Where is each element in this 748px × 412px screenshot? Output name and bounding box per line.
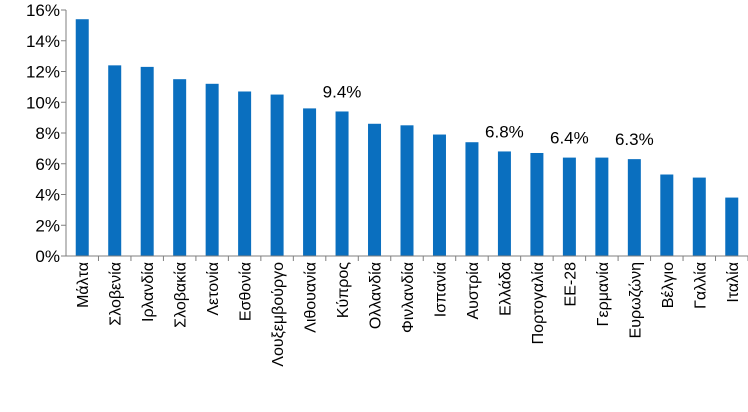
x-axis [66, 255, 748, 261]
category-label: Ολλανδία [368, 262, 385, 329]
y-tick-label: 16% [26, 1, 60, 20]
y-tick-label: 10% [26, 93, 60, 112]
y-tick-label: 12% [26, 63, 60, 82]
data-label: 6.4% [550, 129, 589, 148]
data-label: 9.4% [323, 82, 362, 101]
category-labels: Μάλτα Σλοβενία Ιρλανδία Σλοβακία Λετονία Εσθο… [75, 262, 742, 367]
bar [108, 65, 122, 256]
category-label: Μάλτα [75, 262, 92, 308]
category-label: Γερμανία [595, 262, 612, 326]
bar [238, 91, 252, 256]
data-label: 6.8% [485, 122, 524, 141]
bar [465, 142, 479, 256]
bar [270, 94, 284, 256]
category-label: Βέλγιο [660, 262, 677, 308]
bar [205, 83, 219, 256]
y-tick-label: 8% [35, 124, 60, 143]
category-label: Λετονία [205, 262, 222, 316]
category-label: Λιθουανία [303, 262, 320, 333]
bar [75, 19, 89, 256]
bar [562, 157, 576, 256]
category-label: Εσθονία [238, 262, 255, 321]
category-label: Αυστρία [465, 262, 482, 320]
category-label: Πορτογαλία [530, 262, 547, 344]
bar [303, 108, 317, 257]
bar [725, 197, 739, 256]
y-tick-label: 0% [35, 247, 60, 266]
bar [368, 123, 382, 257]
bar [400, 125, 414, 256]
category-label: Ιταλία [725, 262, 742, 303]
category-label: ΕΕ-28 [562, 262, 579, 307]
bar [497, 151, 511, 256]
bar [627, 159, 641, 256]
category-label: Κύπρος [335, 262, 352, 318]
data-label: 6.3% [615, 130, 654, 149]
y-axis: 0% 2% 4% 6% 8% 10% 12% 14% 16% [26, 1, 67, 266]
bar [432, 134, 446, 256]
y-tick-label: 2% [35, 216, 60, 235]
category-label: Ευρωζώνη [627, 262, 644, 338]
bar [530, 152, 544, 256]
category-label: Ισπανία [432, 262, 449, 317]
bar [335, 111, 349, 256]
category-label: Φινλανδία [400, 262, 417, 333]
bar [692, 177, 706, 256]
bars [75, 19, 739, 257]
y-tick-label: 6% [35, 155, 60, 174]
data-labels: 9.4% 6.8% 6.4% 6.3% [323, 82, 654, 149]
bar [660, 174, 674, 256]
category-label: Γαλλία [692, 262, 709, 309]
bar [173, 79, 187, 256]
y-tick-label: 14% [26, 32, 60, 51]
bar [595, 157, 609, 256]
category-label: Σλοβακία [173, 262, 190, 328]
category-label: Σλοβενία [108, 262, 125, 326]
y-tick-label: 4% [35, 186, 60, 205]
category-label: Λουξεμβούργο [270, 262, 287, 367]
bar [140, 66, 154, 256]
category-label: Ιρλανδία [140, 262, 157, 322]
category-label: Ελλάδα [497, 262, 514, 316]
